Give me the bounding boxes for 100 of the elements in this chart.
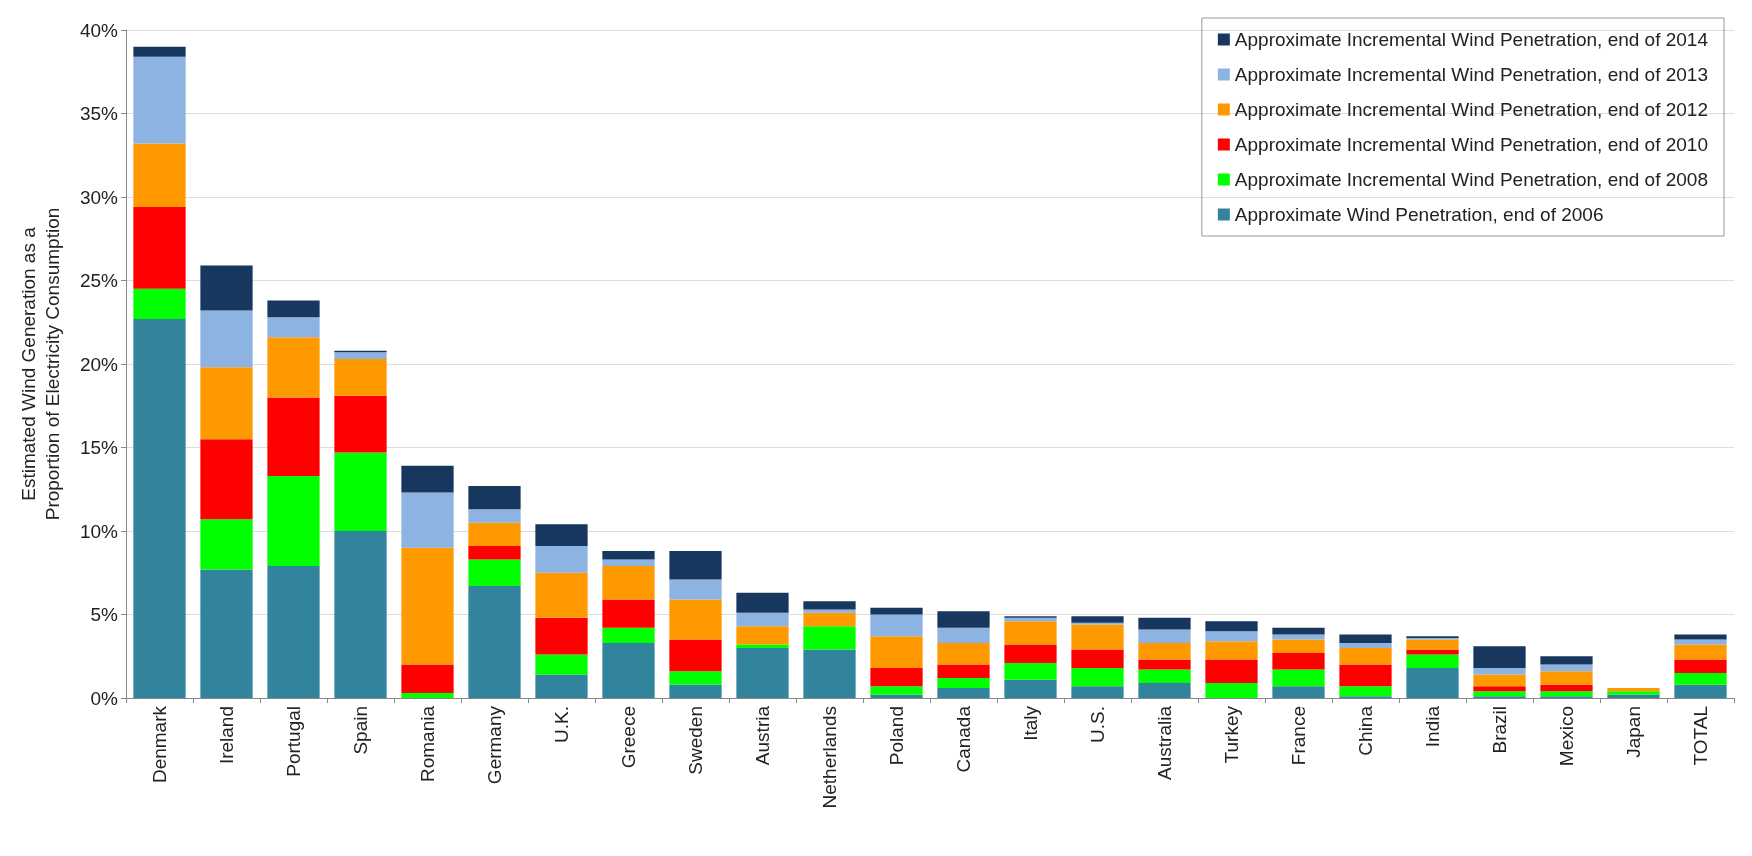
bar [870, 607, 923, 615]
bar [669, 551, 722, 580]
bar [1339, 686, 1392, 697]
bar [1205, 659, 1258, 683]
y-tick-label: 30% [79, 186, 119, 208]
bar [602, 551, 655, 560]
bar [669, 671, 722, 685]
bar [468, 586, 521, 698]
bar [1473, 691, 1526, 697]
y-tick-label: 25% [79, 270, 119, 291]
bar [1004, 662, 1057, 680]
bar [1540, 691, 1593, 697]
bar [267, 300, 320, 318]
bar [1339, 664, 1392, 687]
bar [669, 579, 722, 600]
x-tick-label: Poland [886, 706, 907, 766]
bar [1138, 682, 1191, 698]
bar [1138, 629, 1191, 643]
bar [1004, 617, 1057, 622]
legend-label: Approximate Incremental Wind Penetration, end of 2014 [1234, 29, 1709, 50]
bar [1540, 684, 1593, 692]
bar [870, 686, 923, 695]
bar [133, 207, 186, 289]
bar [870, 614, 923, 637]
bar [1272, 652, 1325, 670]
bar [937, 642, 990, 665]
bar [870, 694, 923, 698]
bar [401, 465, 454, 493]
x-tick-label: Spain [350, 706, 371, 755]
bar [1272, 639, 1325, 653]
bar [535, 674, 588, 698]
bar [1004, 621, 1057, 645]
bar [1406, 654, 1459, 668]
bar [334, 531, 387, 698]
bar [736, 647, 789, 698]
bar [468, 509, 521, 523]
bar [535, 572, 588, 618]
bar [1674, 684, 1727, 698]
x-tick-label: TOTAL [1690, 706, 1711, 766]
bar [133, 143, 186, 208]
bar [669, 639, 722, 672]
y-tick-label: 5% [90, 604, 119, 625]
bar [1138, 617, 1191, 630]
x-tick-label: Italy [1020, 705, 1041, 741]
y-tick-label: 35% [79, 103, 119, 124]
legend-label: Approximate Wind Penetration, end of 2006 [1234, 204, 1604, 225]
bar [937, 687, 990, 698]
bar [602, 599, 655, 628]
bar [602, 627, 655, 643]
y-tick-label: 20% [79, 353, 119, 375]
bar [736, 592, 789, 613]
x-tick-label: Japan [1623, 706, 1644, 758]
bar [602, 559, 655, 567]
bar [1674, 659, 1727, 673]
bar [1339, 634, 1392, 643]
bar [803, 626, 856, 650]
bar [1071, 667, 1124, 687]
bar [803, 649, 856, 698]
legend-label: Approximate Incremental Wind Penetration, end of 2012 [1234, 99, 1709, 120]
y-axis-title: Estimated Wind Generation as a Proportion of Electricity Consumption [17, 207, 63, 521]
bar [1674, 644, 1727, 660]
bar [1138, 659, 1191, 670]
x-tick-label: Mexico [1556, 706, 1577, 767]
bar [1406, 649, 1459, 655]
bar [1272, 627, 1325, 635]
bar [937, 611, 990, 628]
bar [1674, 672, 1727, 685]
bar [803, 609, 856, 613]
bar [133, 318, 186, 698]
x-tick-label: Netherlands [819, 706, 840, 809]
bar [1406, 639, 1459, 650]
x-tick-label: Turkey [1221, 705, 1242, 764]
legend-label: Approximate Incremental Wind Penetration, end of 2010 [1234, 134, 1709, 155]
bar [602, 566, 655, 600]
x-tick-label: U.K. [551, 706, 572, 743]
bar [937, 627, 990, 643]
legend-label: Approximate Incremental Wind Penetration, end of 2008 [1234, 169, 1709, 190]
bar [870, 667, 923, 687]
bar [334, 352, 387, 359]
y-tick-label: 10% [79, 520, 119, 542]
x-tick-label: Germany [484, 705, 505, 785]
bar [401, 547, 454, 665]
x-tick-label: Greece [618, 706, 639, 769]
bar [937, 677, 990, 688]
bar [870, 636, 923, 668]
bar [1205, 621, 1258, 632]
bar [200, 367, 253, 440]
bar [267, 317, 320, 338]
bar [200, 439, 253, 520]
bar [1272, 634, 1325, 640]
bar [803, 601, 856, 610]
x-tick-label: Austria [752, 705, 773, 766]
bar [937, 664, 990, 678]
bar [1540, 656, 1593, 665]
bar [1540, 671, 1593, 685]
y-tick-label: 0% [90, 687, 119, 709]
bar [200, 310, 253, 368]
bar [1071, 686, 1124, 698]
x-tick-label: Denmark [149, 705, 170, 784]
bar [1473, 674, 1526, 687]
